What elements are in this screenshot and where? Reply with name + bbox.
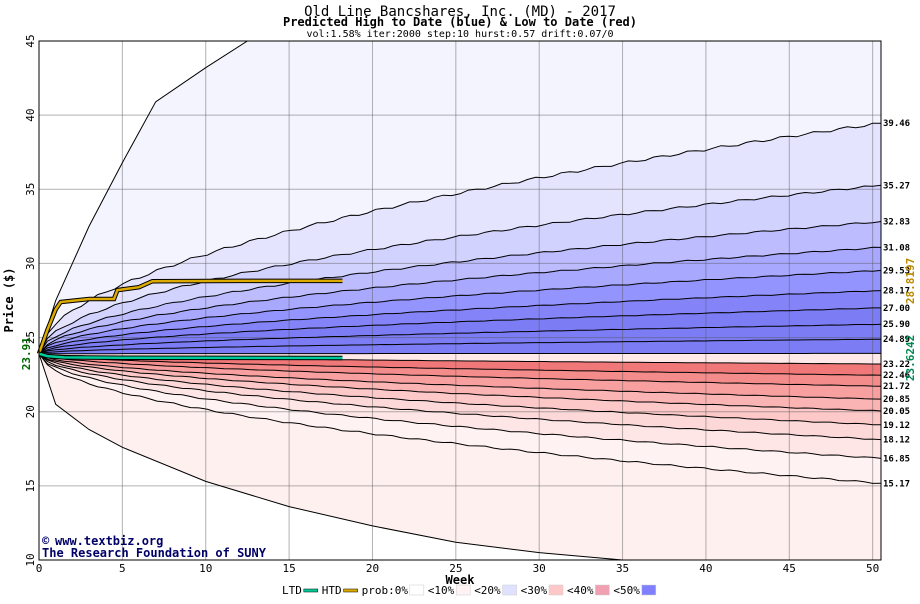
chart-subtitle: Predicted High to Date (blue) & Low to D… bbox=[283, 15, 637, 29]
chart-params: vol:1.58% iter:2000 step:10 hurst:0.57 d… bbox=[306, 29, 613, 40]
y-tick-label: 40 bbox=[24, 109, 37, 122]
x-tick-label: 45 bbox=[783, 562, 796, 575]
y-tick-label: 35 bbox=[24, 183, 37, 196]
quantile-end-label: 31.08 bbox=[883, 243, 910, 253]
quantile-end-label: 19.12 bbox=[883, 421, 910, 431]
legend-color-swatch bbox=[503, 585, 517, 595]
legend-label: HTD bbox=[322, 584, 342, 597]
x-tick-label: 35 bbox=[616, 562, 629, 575]
y-tick-label: 30 bbox=[24, 257, 37, 270]
y-axis-title: Price ($) bbox=[2, 267, 16, 332]
x-tick-label: 15 bbox=[282, 562, 295, 575]
y-tick-label: 15 bbox=[24, 479, 37, 492]
x-tick-label: 50 bbox=[866, 562, 879, 575]
x-tick-label: 5 bbox=[119, 562, 126, 575]
legend-color-swatch bbox=[549, 585, 563, 595]
quantile-end-label: 16.85 bbox=[883, 454, 910, 464]
legend-line-swatch bbox=[344, 589, 358, 592]
legend-label: <50% bbox=[613, 584, 640, 597]
credit-org: The Research Foundation of SUNY bbox=[42, 546, 267, 560]
quantile-end-label: 18.12 bbox=[883, 436, 910, 446]
legend-label: <40% bbox=[567, 584, 594, 597]
quantile-end-label: 32.83 bbox=[883, 217, 910, 227]
y-tick-label: 20 bbox=[24, 405, 37, 418]
legend-color-swatch bbox=[595, 585, 609, 595]
quantile-end-label: 21.72 bbox=[883, 382, 910, 392]
quantile-end-label: 27.00 bbox=[883, 304, 910, 314]
legend-label: <30% bbox=[521, 584, 548, 597]
quantile-end-label: 20.05 bbox=[883, 407, 910, 417]
start-price-label: 23.91 bbox=[20, 337, 33, 370]
legend-color-swatch bbox=[456, 585, 470, 595]
quantile-end-label: 15.17 bbox=[883, 479, 910, 489]
legend-color-swatch bbox=[642, 585, 656, 595]
x-tick-label: 40 bbox=[699, 562, 712, 575]
quantile-end-label: 39.46 bbox=[883, 119, 910, 129]
x-tick-label: 30 bbox=[533, 562, 546, 575]
x-tick-label: 20 bbox=[366, 562, 379, 575]
y-tick-label: 10 bbox=[24, 553, 37, 566]
legend-line-swatch bbox=[304, 589, 318, 592]
quantile-end-label: 25.90 bbox=[883, 320, 910, 330]
legend-label: prob:0% bbox=[362, 584, 409, 597]
ltd-value-label: 23.6242 bbox=[904, 335, 917, 381]
x-tick-label: 10 bbox=[199, 562, 212, 575]
htd-value-label: 28.8197 bbox=[904, 258, 917, 304]
legend-label: <10% bbox=[428, 584, 455, 597]
quantile-end-label: 35.27 bbox=[883, 181, 910, 191]
legend-color-swatch bbox=[410, 585, 424, 595]
legend: LTD HTD prob:0% <10% <20% <30% <40% <50% bbox=[282, 584, 656, 597]
legend-label: LTD bbox=[282, 584, 302, 597]
quantile-end-label: 20.85 bbox=[883, 395, 910, 405]
legend-label: <20% bbox=[474, 584, 501, 597]
y-tick-label: 45 bbox=[24, 34, 37, 47]
